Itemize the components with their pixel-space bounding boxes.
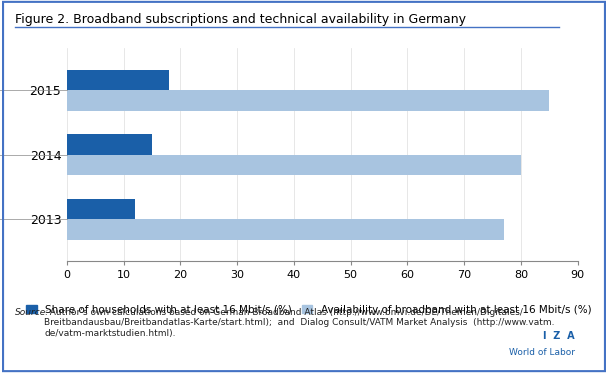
Text: I  Z  A: I Z A xyxy=(543,331,575,341)
Bar xyxy=(67,198,135,219)
Bar xyxy=(67,155,521,175)
Text: Author’s own calculations based on German Broadband Atlas (http://www.bmvi.de/DE: Author’s own calculations based on Germa… xyxy=(44,308,555,338)
Bar xyxy=(67,70,169,90)
Text: World of Labor: World of Labor xyxy=(508,348,575,357)
Legend: Share of households with at least 16 Mbit/s (%), Availability of broadband with : Share of households with at least 16 Mbi… xyxy=(26,305,592,314)
Bar xyxy=(67,90,549,111)
Text: Source:: Source: xyxy=(15,308,49,317)
Text: Figure 2. Broadband subscriptions and technical availability in Germany: Figure 2. Broadband subscriptions and te… xyxy=(15,13,466,26)
Bar xyxy=(67,134,152,155)
Bar xyxy=(67,219,504,240)
